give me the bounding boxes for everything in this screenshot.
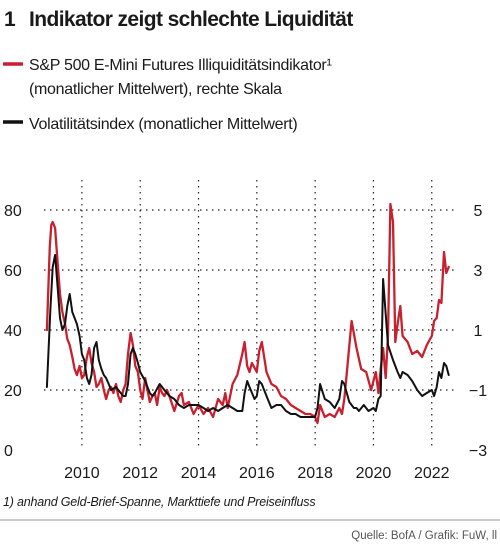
y-right-tick-label: −3 (469, 443, 487, 460)
x-tick-label: 2012 (122, 465, 158, 482)
y-left-tick-label: 0 (4, 443, 13, 460)
x-tick-label: 2016 (239, 465, 275, 482)
plot-area (45, 202, 450, 425)
y-left-tick-label: 60 (4, 263, 22, 280)
x-tick-label: 2022 (414, 465, 450, 482)
y-right-tick-label: 5 (474, 203, 483, 220)
y-left-tick-label: 80 (4, 203, 22, 220)
figure-number: 1 (4, 8, 16, 31)
x-tick-label: 2018 (297, 465, 333, 482)
x-tick-label: 2014 (181, 465, 217, 482)
legend-label-illiquidity-line2: (monatlicher Mittelwert), rechte Skala (29, 81, 282, 98)
left-axis-ticks: 0 20 40 60 80 (4, 203, 22, 460)
y-left-tick-label: 40 (4, 323, 22, 340)
y-right-tick-label: −1 (469, 383, 487, 400)
y-right-tick-label: 3 (474, 263, 483, 280)
y-right-tick-label: 1 (474, 323, 483, 340)
series-line-illiquidity (45, 202, 450, 425)
right-axis-ticks: −3 −1 1 3 5 (469, 203, 487, 460)
x-axis-ticks: 2010 2012 2014 2016 2018 2020 2022 (64, 465, 450, 482)
source-credit: Quelle: BofA / Grafik: FuW, ll (351, 530, 497, 542)
y-left-tick-label: 20 (4, 383, 22, 400)
x-tick-label: 2010 (64, 465, 100, 482)
series-line-vix (45, 254, 450, 418)
chart-title: Indikator zeigt schlechte Liquidität (29, 8, 353, 31)
x-tick-label: 2020 (356, 465, 392, 482)
footnote: 1) anhand Geld-Brief-Spanne, Markttiefe … (3, 495, 315, 509)
legend-label-illiquidity: S&P 500 E-Mini Futures Illiquiditätsindi… (29, 57, 332, 74)
legend-label-vix: Volatilitätsindex (monatlicher Mittelwer… (29, 116, 297, 133)
